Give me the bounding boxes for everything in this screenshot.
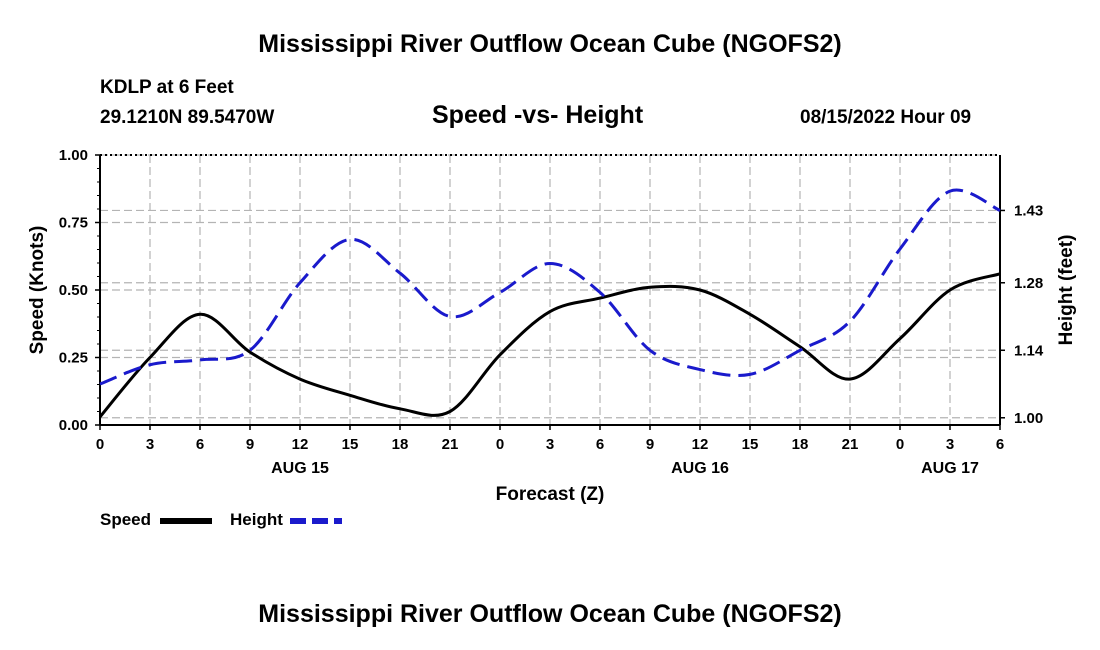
y2-tick-label: 1.28	[1014, 275, 1043, 292]
x-axis-title: Forecast (Z)	[496, 484, 605, 505]
x-tick-label: 3	[546, 436, 554, 453]
y-tick-label: 1.00	[59, 147, 88, 164]
x-tick-label: 6	[996, 436, 1004, 453]
x-tick-label: 15	[742, 436, 759, 453]
station-coords: 29.1210N 89.5470W	[100, 107, 275, 128]
x-tick-label: 9	[646, 436, 654, 453]
speed-height-chart: 0 3 6 9 12 15 18 21 0 3 6 9 12 15 18 21 0 3 6 AUG 15 AUG 16 A…	[27, 147, 1077, 505]
date-label: AUG 16	[671, 460, 729, 477]
x-tick-label: 21	[842, 436, 859, 453]
footer-title: Mississippi River Outflow Ocean Cube (NG…	[258, 600, 842, 628]
y-tick-label: 0.00	[59, 417, 88, 434]
y-tick-label: 0.25	[59, 350, 88, 367]
legend-height-swatch	[290, 518, 342, 524]
x-tick-label: 18	[792, 436, 809, 453]
y2-tick-label: 1.14	[1014, 342, 1044, 359]
x-tick-label: 6	[596, 436, 604, 453]
forecast-datetime: 08/15/2022 Hour 09	[800, 107, 972, 128]
y-tick-label: 0.50	[59, 282, 88, 299]
x-tick-label: 0	[496, 436, 504, 453]
x-tick-label: 21	[442, 436, 459, 453]
x-tick-label: 0	[96, 436, 104, 453]
y2-axis-title: Height (feet)	[1056, 235, 1077, 346]
legend-speed-swatch	[160, 518, 212, 524]
x-tick-label: 0	[896, 436, 904, 453]
x-tick-label: 12	[692, 436, 709, 453]
station-label: KDLP at 6 Feet	[100, 77, 234, 98]
legend-height-label: Height	[230, 510, 283, 529]
chart-title: Speed -vs- Height	[432, 101, 644, 129]
y-tick-label: 0.75	[59, 215, 88, 232]
y-axis-title: Speed (Knots)	[27, 226, 48, 355]
x-tick-label: 9	[246, 436, 254, 453]
speed-series-line	[98, 272, 1001, 418]
x-tick-label: 3	[946, 436, 954, 453]
legend-speed-label: Speed	[100, 510, 152, 529]
y2-tick-label: 1.43	[1014, 202, 1043, 219]
x-tick-label: 15	[342, 436, 359, 453]
x-tick-label: 3	[146, 436, 154, 453]
page-title: Mississippi River Outflow Ocean Cube (NG…	[258, 30, 842, 58]
height-series-line	[99, 188, 1001, 386]
x-tick-label: 6	[196, 436, 204, 453]
x-tick-label: 18	[392, 436, 409, 453]
date-label: AUG 15	[271, 460, 329, 477]
y2-tick-label: 1.00	[1014, 410, 1043, 427]
x-tick-label: 12	[292, 436, 309, 453]
date-label: AUG 17	[921, 460, 979, 477]
